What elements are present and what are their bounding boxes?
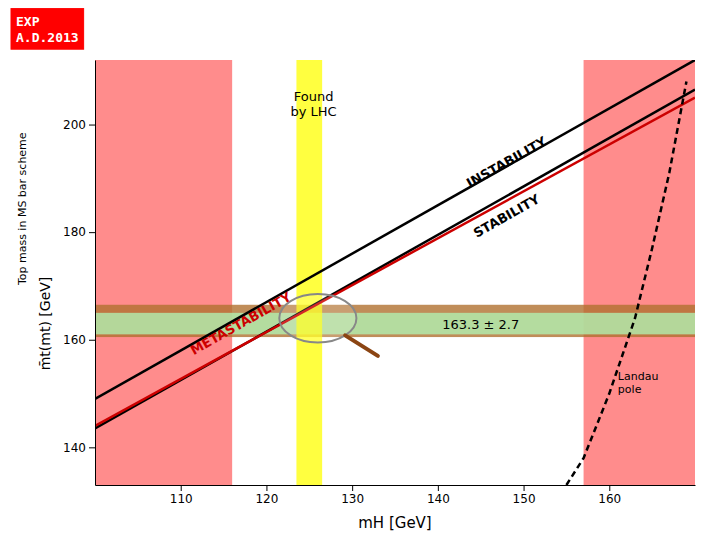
x-tick: 130 (341, 485, 364, 506)
y-tick-mark (89, 340, 95, 341)
x-tick: 140 (427, 485, 450, 506)
x-axis-line (96, 485, 696, 486)
annotations: INSTABILITYSTABILITY METASTABILITY 163.3 ±… (188, 88, 659, 396)
text-line: Landau (618, 370, 659, 383)
y-axis: 140 160 180 200 (63, 61, 95, 486)
x-tick-label: 160 (598, 492, 621, 506)
x-tick-mark (609, 485, 610, 491)
band-y (95, 305, 695, 337)
y-axis-title: Top mass in MS bar scheme (16, 132, 29, 286)
y-tick-mark (89, 447, 95, 448)
y-tick: 200 (63, 118, 95, 132)
y-tick-label: 140 (63, 441, 86, 455)
annotation: Foundby LHC (290, 88, 336, 118)
band-y (95, 313, 695, 335)
y-axis-line (95, 61, 96, 486)
magnifier-handle (345, 335, 378, 356)
x-tick: 110 (170, 485, 193, 506)
chart: 110 120 130 140 150 160 140 160 180 200 INSTABILIT… (0, 0, 720, 540)
text-line: A.D.2013 (16, 29, 79, 44)
x-tick-mark (524, 485, 525, 491)
text-line: Found (294, 88, 334, 103)
x-tick-mark (352, 485, 353, 491)
annotation: 163.3 ± 2.7 (442, 316, 519, 331)
x-axis-title: mH [GeV] (358, 514, 431, 532)
y-tick-mark (89, 232, 95, 233)
plot: 110 120 130 140 150 160 140 160 180 200 INSTABILIT… (63, 60, 695, 506)
region-label: INSTABILITY (464, 133, 550, 190)
badge-text: EXPA.D.2013 (16, 14, 79, 45)
x-tick-mark (438, 485, 439, 491)
x-tick: 120 (255, 485, 278, 506)
x-tick-label: 150 (513, 492, 536, 506)
text-line: by LHC (290, 103, 336, 118)
series-line (95, 90, 695, 429)
badge: EXPA.D.2013 (11, 9, 84, 50)
y-tick-label: 180 (63, 225, 86, 239)
y-tick-label: 160 (63, 333, 86, 347)
x-tick-label: 130 (341, 492, 364, 506)
text-line: 163.3 ± 2.7 (442, 316, 519, 331)
x-tick-mark (181, 485, 182, 491)
band-x (95, 60, 232, 485)
x-tick: 150 (513, 485, 536, 506)
y-axis-title: m̄t(mt) [GeV] (37, 277, 53, 371)
x-tick-label: 120 (255, 492, 278, 506)
region-label: METASTABILITY (188, 289, 294, 358)
y-tick: 140 (63, 441, 95, 455)
x-tick: 160 (598, 485, 621, 506)
badge-box (11, 9, 84, 50)
region-label: STABILITY (471, 191, 543, 240)
series-line (566, 82, 686, 485)
annotation: Landaupole (618, 370, 659, 396)
y-tick: 180 (63, 225, 95, 239)
y-tick: 160 (63, 333, 95, 347)
x-axis: 110 120 130 140 150 160 (96, 485, 696, 506)
x-tick-mark (266, 485, 267, 491)
x-tick-label: 110 (170, 492, 193, 506)
y-tick-mark (89, 125, 95, 126)
y-tick-label: 200 (63, 118, 86, 132)
x-tick-label: 140 (427, 492, 450, 506)
series-line (95, 60, 695, 399)
text-line: EXP (16, 14, 40, 29)
text-line: pole (618, 383, 642, 396)
series-line (95, 98, 695, 426)
plot-area (95, 60, 695, 485)
